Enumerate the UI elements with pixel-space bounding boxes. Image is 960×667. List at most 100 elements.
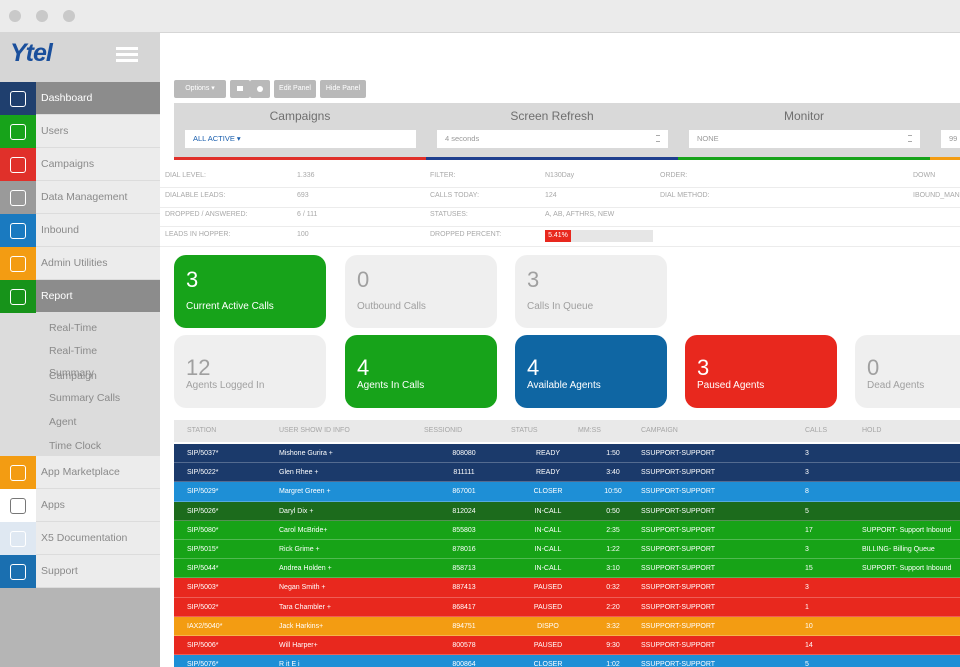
panel-color-bar xyxy=(426,157,678,160)
table-cell: SUPPORT- Support Inbound xyxy=(862,526,952,534)
table-cell: Daryl Dix + xyxy=(279,507,314,515)
submenu-item[interactable]: Time Clock xyxy=(49,440,102,452)
menu-label: Admin Utilities xyxy=(41,257,108,269)
stat-card[interactable]: 0 Outbound Calls xyxy=(345,255,497,328)
table-cell: IN-CALL xyxy=(534,526,562,534)
table-cell: Glen Rhee + xyxy=(279,469,319,477)
table-row[interactable]: SIP/5003* Negan Smith + 887413 PAUSED 0:32 SS… xyxy=(174,578,960,598)
table-cell: 894751 xyxy=(452,622,476,630)
window-dot xyxy=(9,10,21,22)
table-cell: 1 xyxy=(805,603,809,611)
menu-item[interactable]: Support xyxy=(0,555,160,588)
menu-icon xyxy=(0,522,36,555)
submenu-item[interactable]: Real-Time Summary xyxy=(49,345,98,379)
toolbar-button[interactable]: Edit Panel xyxy=(274,80,316,98)
select-text: 99 xyxy=(949,134,958,143)
table-cell: SSUPPORT-SUPPORT xyxy=(641,526,716,534)
info-label: DIAL LEVEL: xyxy=(165,172,206,179)
table-row[interactable]: SIP/5026* Daryl Dix + 812024 IN-CALL 0:50 SSU… xyxy=(174,501,960,521)
table-row[interactable]: SIP/5044* Andrea Holden + 858713 IN-CALL 3:1… xyxy=(174,559,960,579)
stat-card[interactable]: 3 Calls In Queue xyxy=(515,255,667,328)
table-cell: 9:30 xyxy=(606,642,620,649)
table-row[interactable]: SIP/5029* Margret Green + 867001 CLOSER 10:5… xyxy=(174,482,960,502)
stat-card[interactable]: 12 Agents Logged In xyxy=(174,335,326,408)
panel-color-bar xyxy=(678,157,930,160)
menu-icon xyxy=(0,489,36,522)
submenu-item[interactable]: Agent xyxy=(49,416,77,428)
stat-label: Agents In Calls xyxy=(357,380,425,391)
stat-card[interactable]: 4 Available Agents xyxy=(515,335,667,408)
menu-icon xyxy=(0,214,36,247)
info-label: LEADS IN HOPPER: xyxy=(165,230,231,238)
table-cell: Carol McBride+ xyxy=(279,526,328,534)
table-cell: CLOSER xyxy=(533,488,563,496)
table-cell: SIP/5076* xyxy=(187,661,219,667)
table-row[interactable]: IAX2/5040* Jack Harkins+ 894751 DISPO 3:32 SS… xyxy=(174,616,960,636)
toolbar-button[interactable]: Hide Panel xyxy=(320,80,366,98)
table-cell: SIP/5080* xyxy=(187,526,219,534)
panel-select[interactable]: NONE xyxy=(689,130,920,148)
icon-glyph xyxy=(10,156,26,173)
table-row[interactable]: SIP/5037* Mishone Gurira + 808080 READY 1:50… xyxy=(174,444,960,464)
table-row[interactable]: SIP/5006* Will Harper+ 800578 PAUSED 9:30 SSU… xyxy=(174,636,960,656)
table-row[interactable]: SIP/5022* Glen Rhee + 811111 READY 3:40 SSUPP… xyxy=(174,463,960,483)
menu-icon xyxy=(0,555,36,588)
submenu-item[interactable]: Real-Time xyxy=(49,322,98,334)
menu-label: Dashboard xyxy=(41,92,93,104)
menu-item[interactable]: Users xyxy=(0,115,160,148)
icon-glyph xyxy=(257,86,263,92)
menu-item[interactable]: Data Management xyxy=(0,181,160,214)
table-cell: BILLING- Billing Queue xyxy=(862,546,935,553)
table-cell: SSUPPORT-SUPPORT xyxy=(641,565,716,573)
select-arrow xyxy=(908,135,912,142)
table-cell: 0:50 xyxy=(606,507,620,515)
menu-item[interactable]: Admin Utilities xyxy=(0,247,160,280)
hamburger-button[interactable] xyxy=(116,47,138,63)
table-cell: READY xyxy=(535,450,561,457)
panel-title: Campaigns xyxy=(269,109,331,123)
table-cell: SIP/5015* xyxy=(187,546,219,553)
table-cell: IAX2/5040* xyxy=(187,622,223,630)
menu-item[interactable]: App Marketplace xyxy=(0,456,160,489)
menu-item[interactable]: Inbound xyxy=(0,214,160,247)
icon-glyph xyxy=(10,189,26,206)
table-cell: Tara Chambler + xyxy=(279,603,331,611)
table-cell: 15 xyxy=(805,565,813,573)
menu-item[interactable]: X5 Documentation xyxy=(0,522,160,555)
stat-card[interactable]: 0 Dead Agents xyxy=(855,335,960,408)
panel-color-bar xyxy=(930,157,960,160)
panel-select[interactable]: ALL ACTIVE ▾ xyxy=(185,130,416,148)
table-row[interactable]: SIP/5080* Carol McBride+ 855803 IN-CALL 2:35… xyxy=(174,520,960,540)
table-cell: SSUPPORT-SUPPORT xyxy=(641,507,716,515)
progress-track xyxy=(545,229,653,242)
table-cell: 1:22 xyxy=(606,546,620,553)
stat-card[interactable]: 3 Current Active Calls xyxy=(174,255,326,328)
logo-area: Ytel xyxy=(0,33,160,82)
stat-value: 4 xyxy=(527,355,540,380)
submenu: Real-Time Real-Time Summary Campaign Summa… xyxy=(0,313,160,456)
menu-label: Data Management xyxy=(41,191,128,203)
menu-item[interactable]: Dashboard xyxy=(0,82,160,115)
table-row[interactable]: SIP/5015* Rick Grime + 878016 IN-CALL 1:22 SS… xyxy=(174,540,960,560)
submenu-item[interactable]: Campaign Summary Calls xyxy=(49,370,121,404)
panel-select[interactable]: 99 xyxy=(941,130,960,148)
panel-select[interactable]: 4 seconds xyxy=(437,130,668,148)
toolbar-icon-button[interactable] xyxy=(250,80,270,98)
menu-item[interactable]: Campaigns xyxy=(0,148,160,181)
info-label: DIALABLE LEADS: xyxy=(165,191,226,199)
table-cell: 3:32 xyxy=(606,622,620,630)
stat-card[interactable]: 3 Paused Agents xyxy=(685,335,837,408)
window-dot xyxy=(63,10,75,22)
menu-item[interactable]: Report xyxy=(0,280,160,313)
control-panel: Campaigns ALL ACTIVE ▾ Screen Refresh 4 sec… xyxy=(174,103,960,160)
stat-value: 4 xyxy=(357,355,370,380)
table-row[interactable]: SIP/5076* R it E i 800864 CLOSER 1:02 SSUPPOR… xyxy=(174,655,960,667)
toolbar-icon-button[interactable] xyxy=(230,80,250,98)
stat-card[interactable]: 4 Agents In Calls xyxy=(345,335,497,408)
table-cell: SSUPPORT-SUPPORT xyxy=(641,622,716,630)
table-row[interactable]: SIP/5002* Tara Chambler + 868417 PAUSED 2:20… xyxy=(174,597,960,617)
info-label: CALLS TODAY: xyxy=(430,191,480,199)
toolbar-button[interactable]: Options ▾ xyxy=(174,80,226,98)
menu-item[interactable]: Apps xyxy=(0,489,160,522)
